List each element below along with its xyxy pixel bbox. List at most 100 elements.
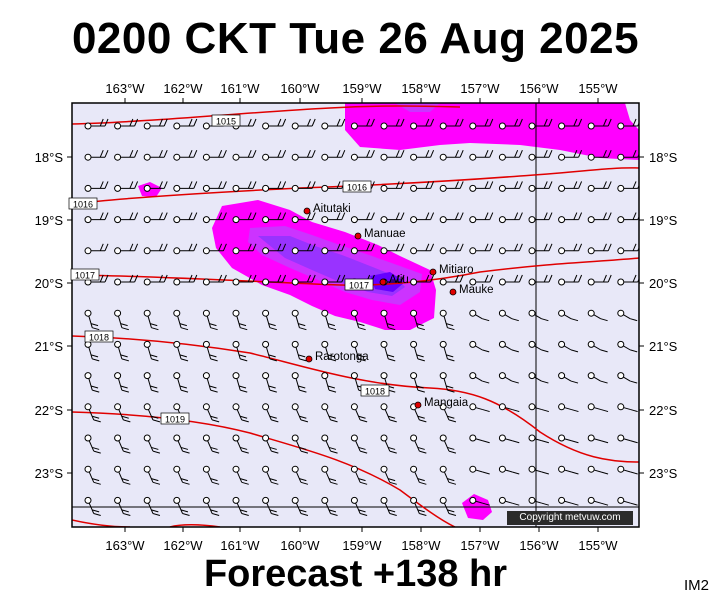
wind-barb: [84, 212, 109, 224]
wind-barb: [84, 434, 101, 454]
wind-barb: [114, 118, 139, 130]
svg-text:1019: 1019: [165, 415, 185, 425]
wind-barb: [143, 465, 161, 485]
wind-barb: [321, 243, 346, 255]
wind-barb: [380, 309, 396, 331]
wind-barb: [587, 372, 608, 384]
wind-barb: [587, 274, 612, 286]
wind-barb: [202, 340, 218, 362]
wind-barb: [114, 434, 131, 454]
wind-barb: [84, 465, 101, 485]
wind-barb: [350, 340, 366, 362]
wind-barb: [439, 403, 457, 423]
wind-barb: [232, 243, 257, 255]
wind-barb: [469, 212, 494, 224]
wind-barb: [321, 118, 346, 130]
wind-barb: [410, 150, 435, 161]
wind-barb: [114, 309, 129, 331]
wind-barb: [498, 496, 520, 506]
wind-barb: [469, 465, 490, 475]
wind-barb: [469, 150, 494, 161]
wind-barb: [173, 212, 198, 224]
lat-label-left: 22°S: [35, 403, 64, 418]
isobar-label: 1015: [211, 114, 241, 127]
wind-barb: [498, 434, 520, 444]
wind-barb: [291, 403, 309, 423]
wind-barb: [617, 181, 639, 192]
wind-barb: [232, 465, 249, 485]
wind-barb: [114, 465, 131, 485]
wind-barb: [350, 465, 368, 485]
wind-barb: [262, 118, 287, 130]
lon-label-top: 157°W: [460, 81, 500, 96]
svg-text:1018: 1018: [89, 333, 109, 343]
wind-barb: [84, 274, 109, 286]
wind-barb: [173, 309, 189, 331]
wind-barb: [469, 403, 490, 413]
wind-barb: [469, 274, 494, 286]
wind-barb: [202, 243, 227, 255]
wind-barb: [587, 118, 612, 130]
island-markers: Aitutaki Manuae Atiu Mitiaro Mauke Rarotonga M…: [303, 203, 494, 409]
wind-barb: [114, 340, 129, 362]
wind-barb: [173, 496, 190, 516]
lon-label-top: 162°W: [163, 81, 203, 96]
wind-barb: [202, 150, 227, 161]
lon-label-bottom: 162°W: [163, 538, 203, 553]
wind-barb: [321, 465, 338, 485]
wind-barb: [498, 212, 523, 224]
wind-barb: [439, 243, 464, 255]
lat-label-right: 19°S: [649, 213, 678, 228]
lon-label-top: 163°W: [105, 81, 145, 96]
wind-barb: [498, 403, 520, 413]
wind-barb: [469, 340, 490, 353]
wind-barb: [617, 403, 638, 413]
wind-barb: [498, 181, 523, 192]
wind-barb: [587, 465, 609, 475]
wind-barb: [498, 309, 519, 322]
isobar-label: 1019: [160, 412, 190, 425]
wind-barb: [202, 274, 227, 286]
wind-barb: [410, 212, 435, 224]
wind-barb: [262, 403, 279, 423]
wind-barb: [291, 465, 309, 485]
lat-label-right: 18°S: [649, 150, 678, 165]
wind-barb: [232, 340, 248, 362]
isobar-label: 1018: [84, 330, 114, 343]
wind-barb: [173, 372, 189, 393]
wind-barb: [232, 274, 257, 286]
wind-barb: [587, 340, 608, 353]
wind-barb: [143, 150, 168, 161]
wind-barb: [617, 150, 639, 161]
wind-barb: [410, 496, 427, 516]
wind-barb: [262, 465, 279, 485]
wind-barb: [321, 434, 338, 454]
lon-label-bottom: 156°W: [519, 538, 559, 553]
wind-barb: [528, 181, 553, 192]
wind-barb: [291, 243, 316, 255]
wind-barb: [558, 243, 583, 255]
wind-barb: [498, 465, 520, 475]
wind-barb: [380, 465, 397, 485]
lat-label-right: 21°S: [649, 339, 678, 354]
wind-barb: [617, 309, 638, 322]
wind-barb: [498, 150, 523, 161]
wind-barb: [143, 212, 168, 224]
wind-barb: [262, 243, 287, 255]
wind-barb: [380, 403, 397, 423]
wind-barb: [84, 309, 100, 331]
lon-label-bottom: 161°W: [220, 538, 260, 553]
lon-label-bottom: 157°W: [460, 538, 500, 553]
wind-barb: [262, 309, 277, 331]
wind-barb: [262, 212, 287, 224]
wind-barb: [202, 372, 218, 393]
isobar-label: 1017: [70, 268, 100, 281]
wind-barb: [439, 309, 455, 331]
lat-label-right: 20°S: [649, 276, 678, 291]
map-frame: [71, 102, 640, 528]
island-rarotonga: Rarotonga: [305, 351, 369, 363]
wind-barb: [143, 181, 168, 192]
wind-barb: [410, 434, 427, 454]
wind-barb: [558, 274, 583, 286]
wind-barb: [469, 309, 490, 322]
